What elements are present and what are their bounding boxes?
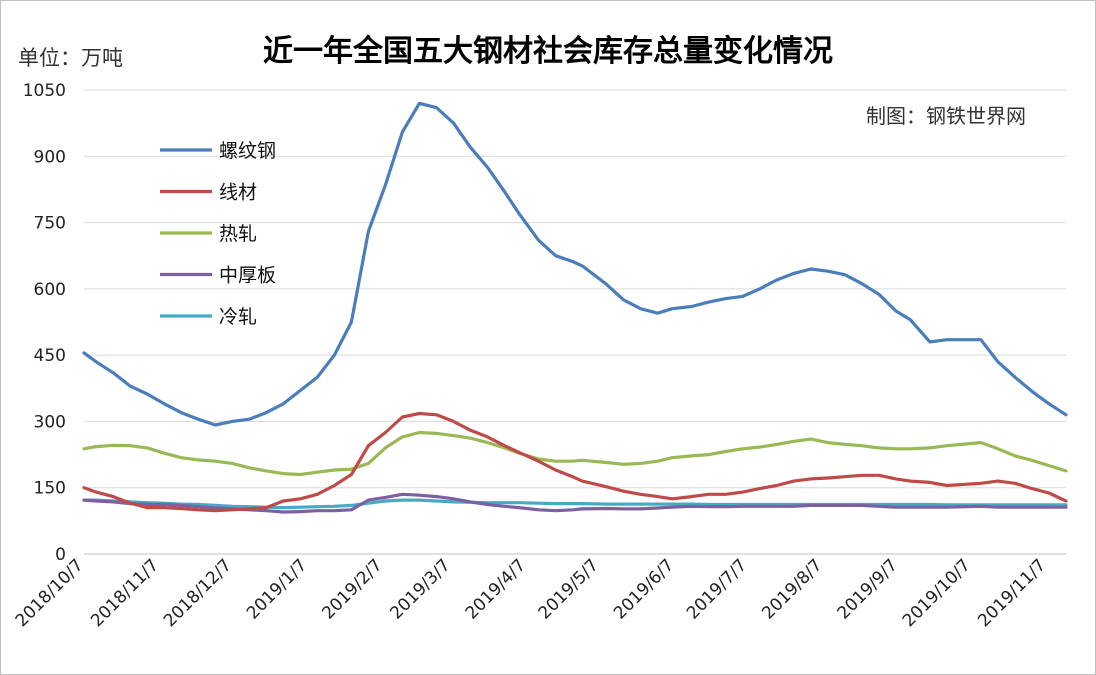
legend-label: 线材	[219, 182, 257, 204]
chart-credit: 制图：钢铁世界网	[866, 104, 1026, 128]
series-lines	[82, 101, 1068, 514]
chart-title: 近一年全国五大钢材社会库存总量变化情况	[263, 34, 833, 69]
x-tick-label: 2019/9/7	[834, 555, 902, 623]
x-tick-label: 2019/4/7	[462, 555, 530, 623]
y-tick-label: 450	[34, 346, 66, 366]
x-tick-label: 2018/11/7	[87, 555, 163, 631]
x-tick-label: 2019/1/7	[243, 555, 311, 623]
y-axis-ticks: 0 150 300 450 600 750 900 1050	[23, 81, 66, 565]
legend-label: 冷轧	[219, 306, 257, 328]
legend-label: 螺纹钢	[219, 140, 276, 162]
y-tick-label: 900	[34, 147, 66, 167]
x-tick-label: 2018/10/7	[12, 555, 88, 631]
y-axis-unit-label: 单位：万吨	[18, 46, 123, 70]
x-tick-label: 2019/11/7	[974, 555, 1050, 631]
y-tick-label: 150	[34, 479, 66, 499]
y-tick-label: 750	[34, 214, 66, 234]
series-line-1	[82, 411, 1068, 513]
gridlines	[84, 89, 1066, 555]
x-tick-label: 2019/5/7	[535, 555, 603, 623]
series-line-0	[82, 101, 1068, 427]
y-tick-label: 0	[55, 545, 66, 565]
x-tick-label: 2019/2/7	[318, 555, 386, 623]
series-line-2	[82, 430, 1068, 477]
y-tick-label: 600	[34, 280, 66, 300]
x-tick-label: 2019/7/7	[683, 555, 751, 623]
x-tick-label: 2019/6/7	[610, 555, 678, 623]
legend-label: 中厚板	[219, 265, 276, 287]
x-tick-label: 2019/3/7	[386, 555, 454, 623]
series-line-4	[82, 498, 1068, 510]
x-tick-label: 2019/8/7	[758, 555, 826, 623]
y-tick-label: 300	[34, 412, 66, 432]
x-tick-label: 2018/12/7	[160, 555, 236, 631]
legend-label: 热轧	[219, 223, 257, 245]
y-tick-label: 1050	[23, 81, 66, 101]
x-tick-label: 2019/10/7	[899, 555, 975, 631]
